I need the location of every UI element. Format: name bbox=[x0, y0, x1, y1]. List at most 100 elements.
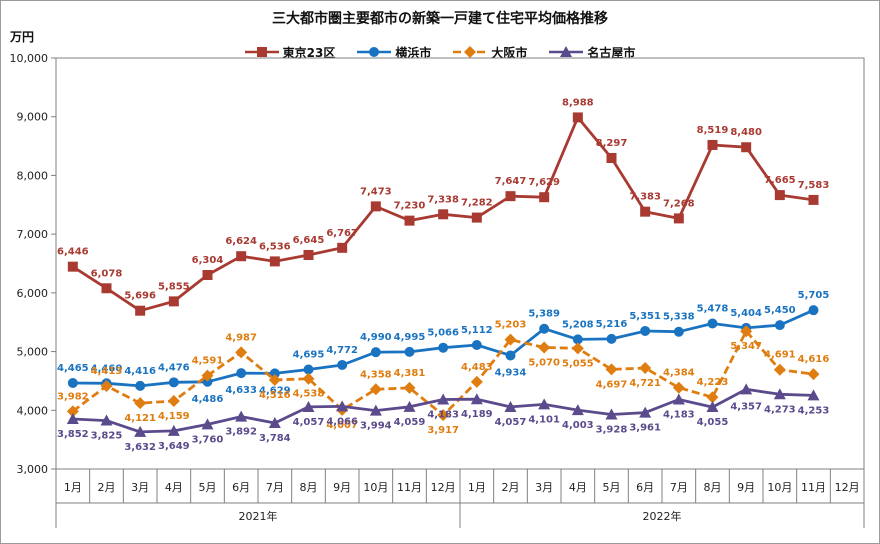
data-label: 4,697 bbox=[596, 379, 628, 390]
data-point bbox=[202, 270, 213, 281]
x-tick-label: 11月 bbox=[397, 481, 422, 494]
data-point bbox=[807, 389, 820, 401]
data-point bbox=[706, 401, 719, 413]
x-tick-label: 3月 bbox=[535, 481, 553, 494]
data-label: 4,629 bbox=[259, 385, 291, 396]
data-label: 4,007 bbox=[326, 420, 358, 431]
data-point bbox=[168, 296, 179, 307]
data-point bbox=[505, 191, 516, 202]
data-point bbox=[135, 380, 146, 391]
x-tick-label: 2月 bbox=[502, 481, 520, 494]
data-point bbox=[268, 416, 281, 428]
data-label: 4,633 bbox=[225, 385, 257, 396]
x-tick-label: 7月 bbox=[266, 481, 284, 494]
data-point bbox=[134, 425, 147, 437]
data-label: 3,994 bbox=[360, 421, 392, 432]
data-label: 4,460 bbox=[91, 363, 123, 374]
legend-label-nagoya: 名古屋市 bbox=[587, 45, 636, 60]
data-label: 8,297 bbox=[596, 138, 628, 149]
data-label: 7,473 bbox=[360, 186, 392, 197]
data-label: 4,413 bbox=[91, 366, 123, 377]
data-point bbox=[471, 339, 482, 350]
data-point bbox=[235, 410, 248, 422]
data-point bbox=[740, 325, 753, 338]
data-label: 4,476 bbox=[158, 362, 190, 373]
data-label: 4,465 bbox=[57, 363, 89, 374]
data-point bbox=[167, 424, 180, 436]
data-label: 3,852 bbox=[57, 429, 89, 440]
legend-label-yokohama: 横浜市 bbox=[395, 45, 432, 60]
x-tick-label: 9月 bbox=[333, 481, 351, 494]
data-label: 7,383 bbox=[629, 192, 661, 203]
data-point bbox=[470, 375, 483, 388]
y-tick-label: 5,000 bbox=[17, 346, 49, 359]
data-point bbox=[740, 383, 753, 395]
y-axis-unit-label: 万円 bbox=[10, 30, 35, 44]
data-point bbox=[303, 249, 314, 260]
data-point bbox=[269, 368, 280, 379]
data-label: 4,358 bbox=[360, 369, 392, 380]
data-label: 6,536 bbox=[259, 241, 291, 252]
data-label: 7,230 bbox=[394, 201, 426, 212]
data-point bbox=[369, 404, 382, 416]
data-point bbox=[639, 406, 652, 418]
data-label: 4,189 bbox=[461, 409, 493, 420]
x-tick-label: 5月 bbox=[199, 481, 217, 494]
data-point bbox=[808, 305, 819, 316]
data-point bbox=[66, 405, 79, 418]
legend-swatch-tokyo bbox=[244, 47, 279, 57]
data-point bbox=[606, 152, 617, 163]
data-point bbox=[571, 404, 584, 416]
data-point bbox=[236, 368, 247, 379]
data-label: 3,784 bbox=[259, 433, 291, 444]
data-label: 4,121 bbox=[124, 413, 156, 424]
data-point bbox=[404, 346, 415, 357]
data-label: 3,928 bbox=[596, 425, 628, 436]
data-point bbox=[201, 369, 214, 382]
legend-label-osaka: 大阪市 bbox=[491, 45, 528, 60]
data-point bbox=[538, 398, 551, 410]
data-point bbox=[605, 363, 618, 376]
x-tick-label: 1月 bbox=[468, 481, 486, 494]
data-point bbox=[640, 325, 651, 336]
data-point bbox=[640, 206, 651, 217]
data-point bbox=[135, 305, 146, 316]
data-label: 4,059 bbox=[394, 417, 426, 428]
data-point bbox=[707, 318, 718, 329]
data-label: 7,282 bbox=[461, 198, 493, 209]
data-point bbox=[202, 376, 213, 387]
data-point bbox=[707, 139, 718, 150]
data-label: 8,988 bbox=[562, 97, 594, 108]
data-label: 4,695 bbox=[293, 349, 325, 360]
data-point bbox=[236, 251, 247, 262]
data-label: 4,486 bbox=[192, 394, 224, 405]
data-label: 4,273 bbox=[764, 404, 796, 415]
data-point bbox=[773, 388, 786, 400]
data-point bbox=[505, 350, 516, 361]
data-label: 7,629 bbox=[528, 177, 560, 188]
data-label: 4,159 bbox=[158, 411, 190, 422]
data-point bbox=[201, 418, 214, 430]
data-label: 4,721 bbox=[629, 378, 661, 389]
data-point bbox=[337, 242, 348, 253]
data-point bbox=[336, 400, 349, 412]
data-point bbox=[571, 342, 584, 355]
x-tick-label: 6月 bbox=[232, 481, 250, 494]
data-point bbox=[539, 323, 550, 334]
data-point bbox=[101, 283, 112, 294]
data-label: 7,647 bbox=[495, 176, 527, 187]
data-point bbox=[67, 377, 78, 388]
data-label: 4,483 bbox=[461, 362, 493, 373]
data-label: 4,357 bbox=[730, 401, 762, 412]
data-point bbox=[302, 400, 315, 412]
x-tick-label: 8月 bbox=[704, 481, 722, 494]
data-point bbox=[268, 373, 281, 386]
data-point bbox=[134, 397, 147, 410]
data-label: 5,389 bbox=[528, 309, 560, 320]
data-label: 5,450 bbox=[764, 305, 796, 316]
data-point bbox=[470, 393, 483, 405]
x-tick-label: 12月 bbox=[431, 481, 456, 494]
data-label: 8,519 bbox=[697, 125, 729, 136]
data-label: 3,632 bbox=[124, 442, 156, 453]
